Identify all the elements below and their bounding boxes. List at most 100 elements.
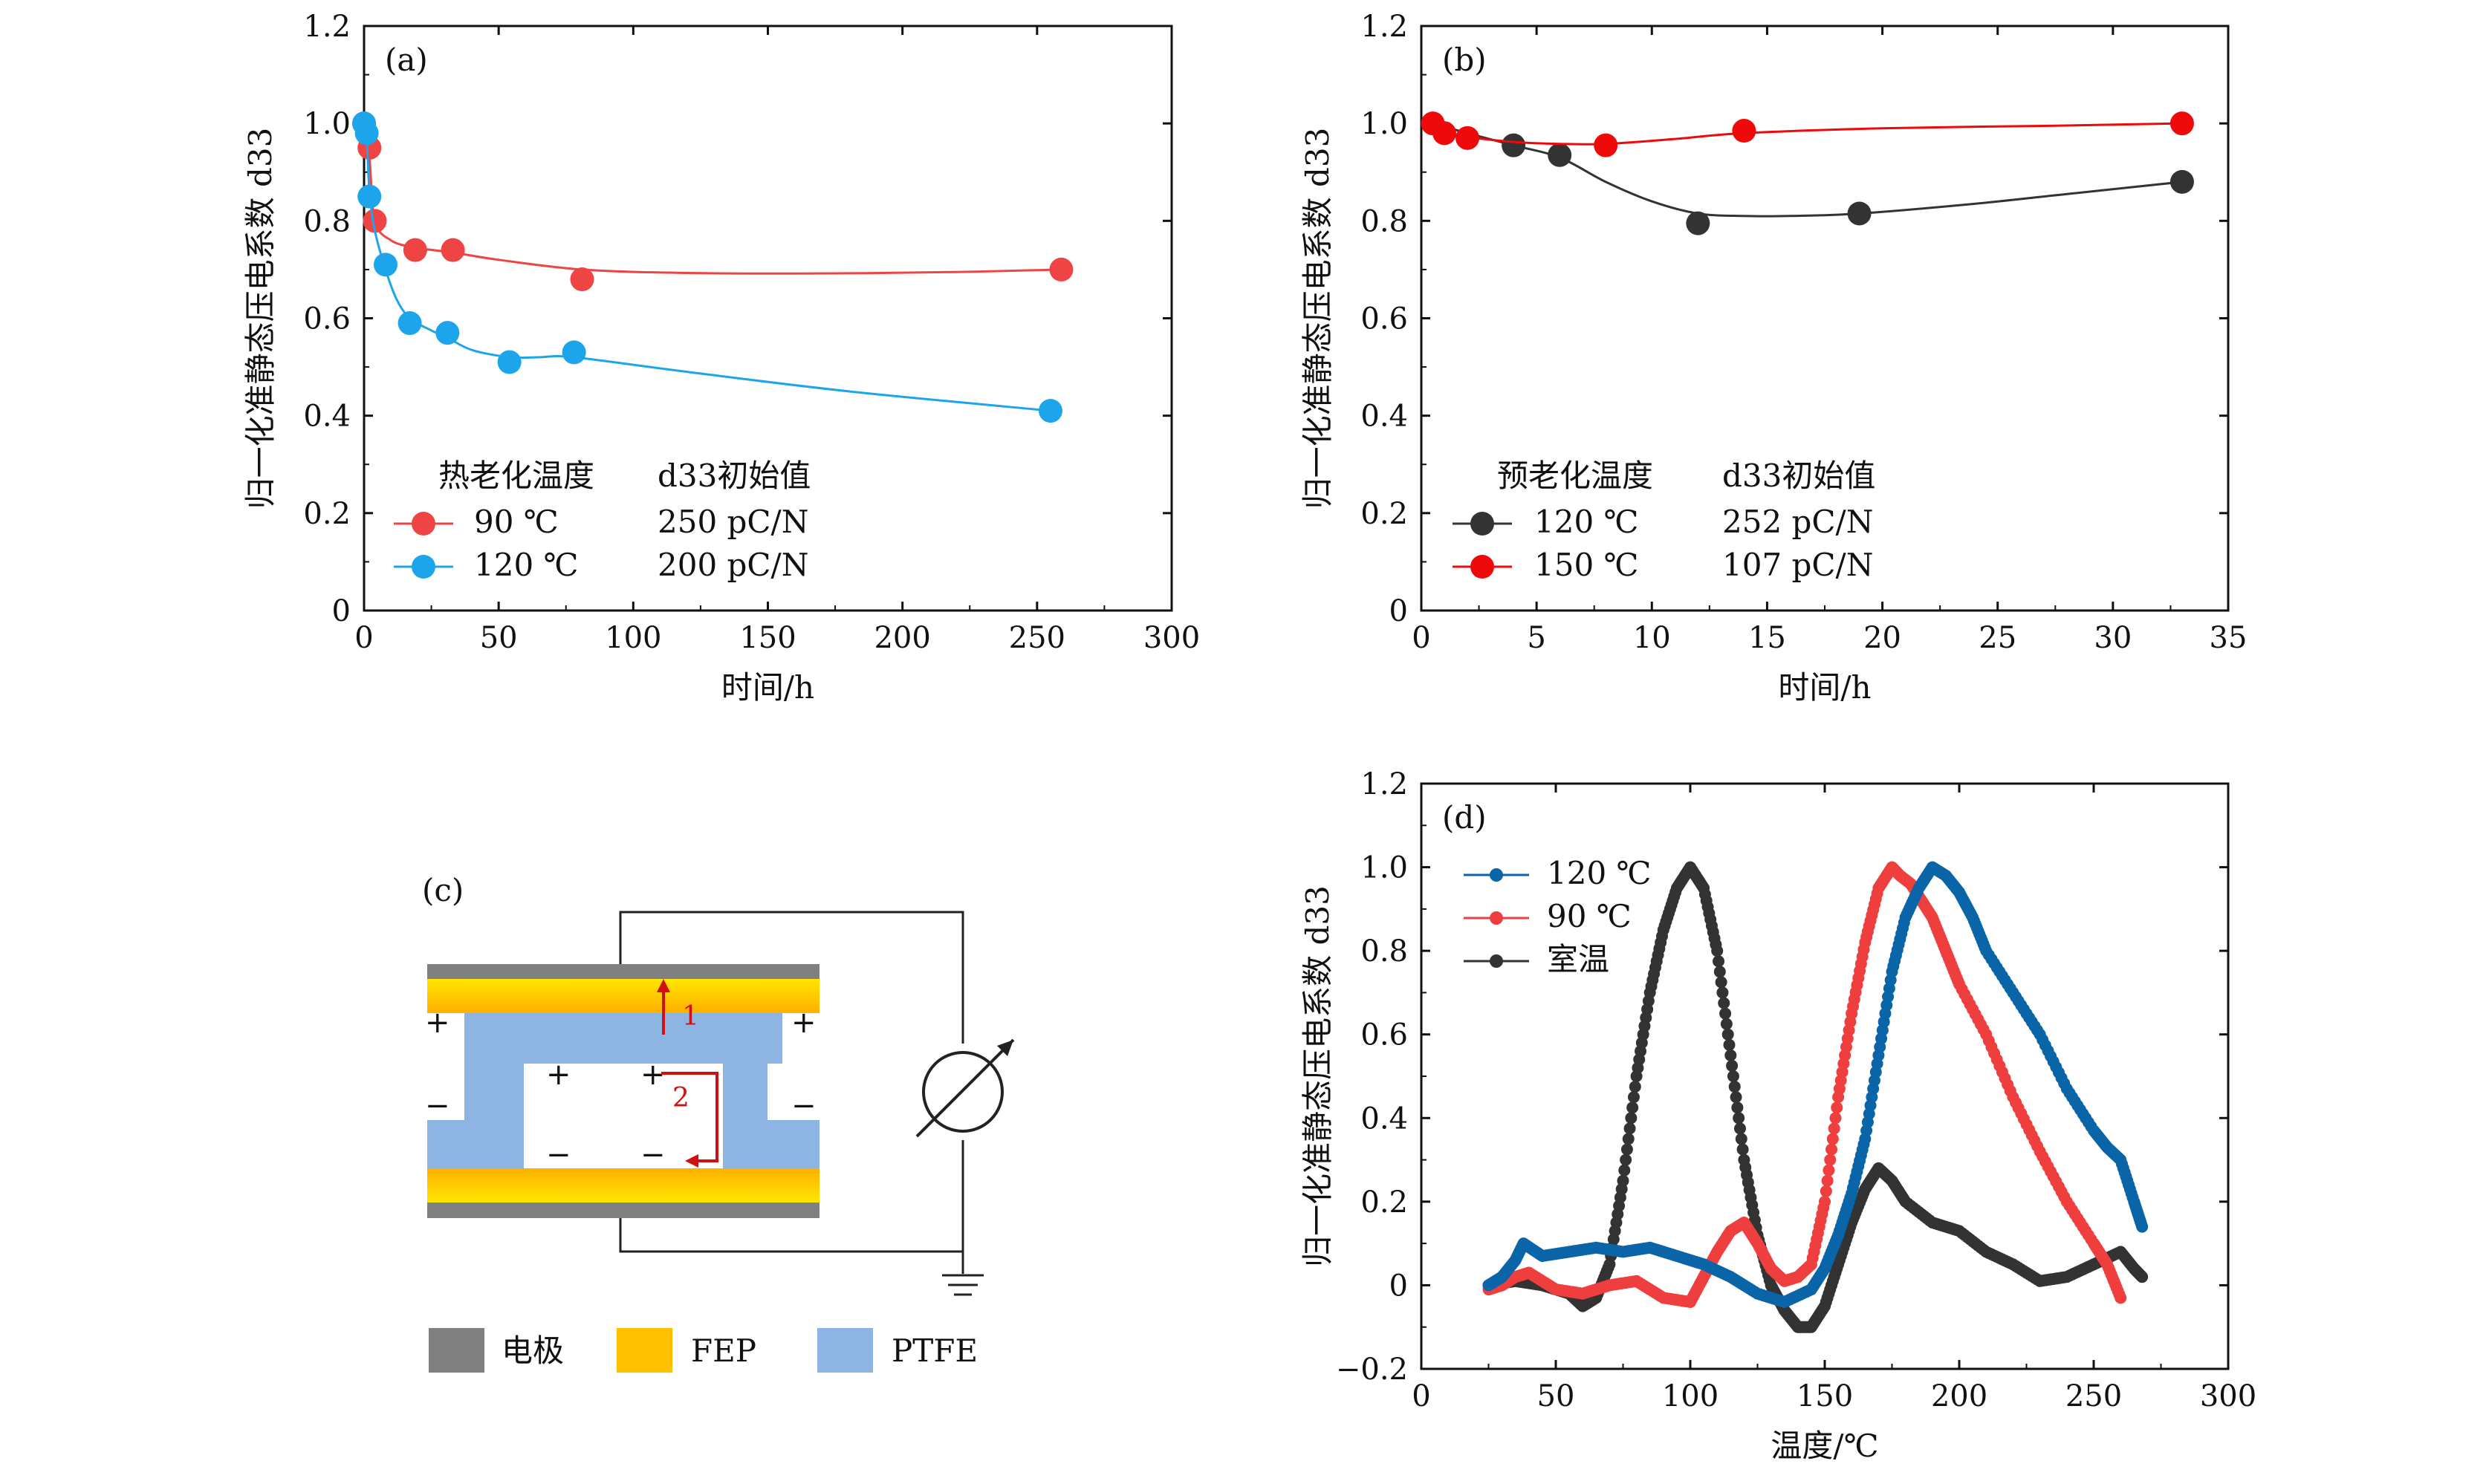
x-tick-label: 5: [1527, 621, 1545, 655]
data-point: [1720, 1018, 1733, 1030]
legend-ptfe-swatch: [817, 1328, 873, 1373]
panel-label: (d): [1442, 799, 1487, 836]
data-point: [1686, 211, 1710, 235]
x-axis-label: 时间/h: [1778, 669, 1871, 706]
data-point: [1713, 966, 1726, 978]
data-point: [1721, 1028, 1734, 1041]
x-tick-label: 35: [2210, 621, 2248, 655]
data-point: [363, 209, 387, 233]
legend-series-value: 200 pC/N: [658, 547, 808, 583]
panel-d-chart: 0 50 100 150 200 250 300−0.200.20.40.60.81.01.…: [1299, 767, 2256, 1464]
legend-fep-label: FEP: [691, 1332, 756, 1369]
data-point: [1711, 945, 1724, 957]
y-tick-label: 0.2: [1360, 497, 1408, 531]
legend-series-value: 250 pC/N: [658, 504, 808, 540]
data-point: [1735, 1133, 1747, 1145]
x-tick-label: 20: [1863, 621, 1901, 655]
legend-fep-swatch: [617, 1328, 672, 1373]
y-tick-label: 1.0: [303, 107, 351, 141]
y-tick-label: 0: [1389, 1269, 1408, 1303]
legend-series-value: 252 pC/N: [1722, 504, 1873, 540]
y-axis-label: 归一化准静态压电系数 d33: [242, 128, 279, 510]
data-point: [1038, 399, 1062, 423]
x-tick-label: 100: [1662, 1379, 1719, 1413]
legend-series-name: 120 ℃: [1547, 855, 1652, 891]
data-point: [2169, 111, 2194, 136]
y-tick-label: 1.0: [1360, 107, 1408, 141]
y-tick-label: 0.4: [303, 400, 351, 434]
data-point: [2136, 1271, 2149, 1283]
data-point: [1716, 986, 1729, 999]
data-point: [497, 350, 522, 374]
x-tick-label: 0: [1412, 621, 1430, 655]
legend-electrode-swatch: [429, 1328, 484, 1373]
plus-sign-right: +: [791, 1006, 817, 1040]
data-point: [397, 311, 422, 336]
bottom-fep-layer: [427, 1168, 820, 1203]
y-tick-label: 0.6: [1360, 1018, 1408, 1052]
panel-label: (b): [1442, 42, 1487, 78]
data-point: [1502, 133, 1526, 157]
x-tick-label: 50: [480, 621, 518, 655]
legend-marker: [1490, 868, 1503, 882]
y-tick-label: 0.4: [1360, 1101, 1408, 1136]
legend-marker: [1490, 911, 1503, 925]
y-tick-label: 0.2: [303, 497, 351, 531]
y-tick-label: 1.0: [1360, 851, 1408, 885]
legend-series-name: 120 ℃: [1534, 504, 1639, 540]
data-point: [435, 321, 460, 345]
data-point: [1622, 1133, 1635, 1145]
y-tick-label: 1.2: [1360, 767, 1408, 801]
arrow-1-label: 1: [682, 1001, 699, 1032]
x-tick-label: 25: [1979, 621, 2016, 655]
data-point: [1455, 126, 1480, 150]
minus-sign-inner-left: −: [546, 1138, 571, 1172]
data-point: [1723, 1038, 1736, 1051]
data-point: [441, 238, 465, 262]
y-tick-label: 0.8: [1360, 934, 1408, 969]
circuit-wire-bottom: [619, 1140, 964, 1253]
meter-needle: [915, 1038, 1015, 1138]
panel-c-diagram: (c) + + + + − − − − 1 2 电极: [422, 872, 1015, 1373]
data-point: [1733, 1122, 1746, 1135]
legend-marker: [1490, 954, 1503, 968]
data-point: [1718, 997, 1730, 1009]
x-tick-label: 100: [605, 621, 661, 655]
data-point: [1629, 1081, 1641, 1093]
data-point: [1620, 1153, 1632, 1166]
legend-series-name: 90 ℃: [474, 504, 559, 540]
y-tick-label: −0.2: [1336, 1353, 1408, 1387]
legend-header-left: 热老化温度: [438, 458, 594, 494]
data-point: [1713, 955, 1725, 968]
legend-header-right: d33初始值: [658, 458, 811, 494]
x-tick-label: 0: [1412, 1379, 1430, 1413]
panel-a-chart: 0 50 100 150 200 250 300 0 0.2 0.4 0.6 0.8 1.0 1.2 时间/…: [242, 10, 1200, 706]
data-point: [1626, 1101, 1639, 1114]
data-point: [1824, 1153, 1837, 1166]
x-tick-label: 150: [739, 621, 796, 655]
data-point: [2136, 1220, 2149, 1233]
data-point: [1736, 1143, 1749, 1156]
x-tick-label: 250: [1009, 621, 1065, 655]
x-tick-label: 300: [2200, 1379, 2256, 1413]
data-point: [1826, 1133, 1839, 1145]
y-tick-label: 0.6: [303, 302, 351, 336]
legend-series-name: 90 ℃: [1547, 898, 1632, 934]
y-tick-label: 0.8: [303, 204, 351, 238]
y-tick-label: 0.6: [1360, 302, 1408, 336]
legend-marker: [412, 512, 435, 536]
legend-header-left: 预老化温度: [1497, 458, 1653, 494]
data-point: [1825, 1143, 1838, 1156]
y-tick-label: 0: [1389, 594, 1408, 628]
data-point: [1625, 1112, 1638, 1125]
data-point: [2115, 1292, 2127, 1304]
series-curve: [1432, 122, 2182, 146]
minus-sign-right: −: [791, 1089, 817, 1123]
y-tick-label: 1.2: [303, 10, 351, 44]
data-point: [562, 340, 586, 365]
top-fep-layer: [427, 979, 820, 1013]
data-point: [1727, 1070, 1739, 1082]
y-axis-label: 归一化准静态压电系数 d33: [1299, 128, 1336, 510]
data-point: [354, 121, 379, 146]
data-point: [1730, 1091, 1742, 1104]
